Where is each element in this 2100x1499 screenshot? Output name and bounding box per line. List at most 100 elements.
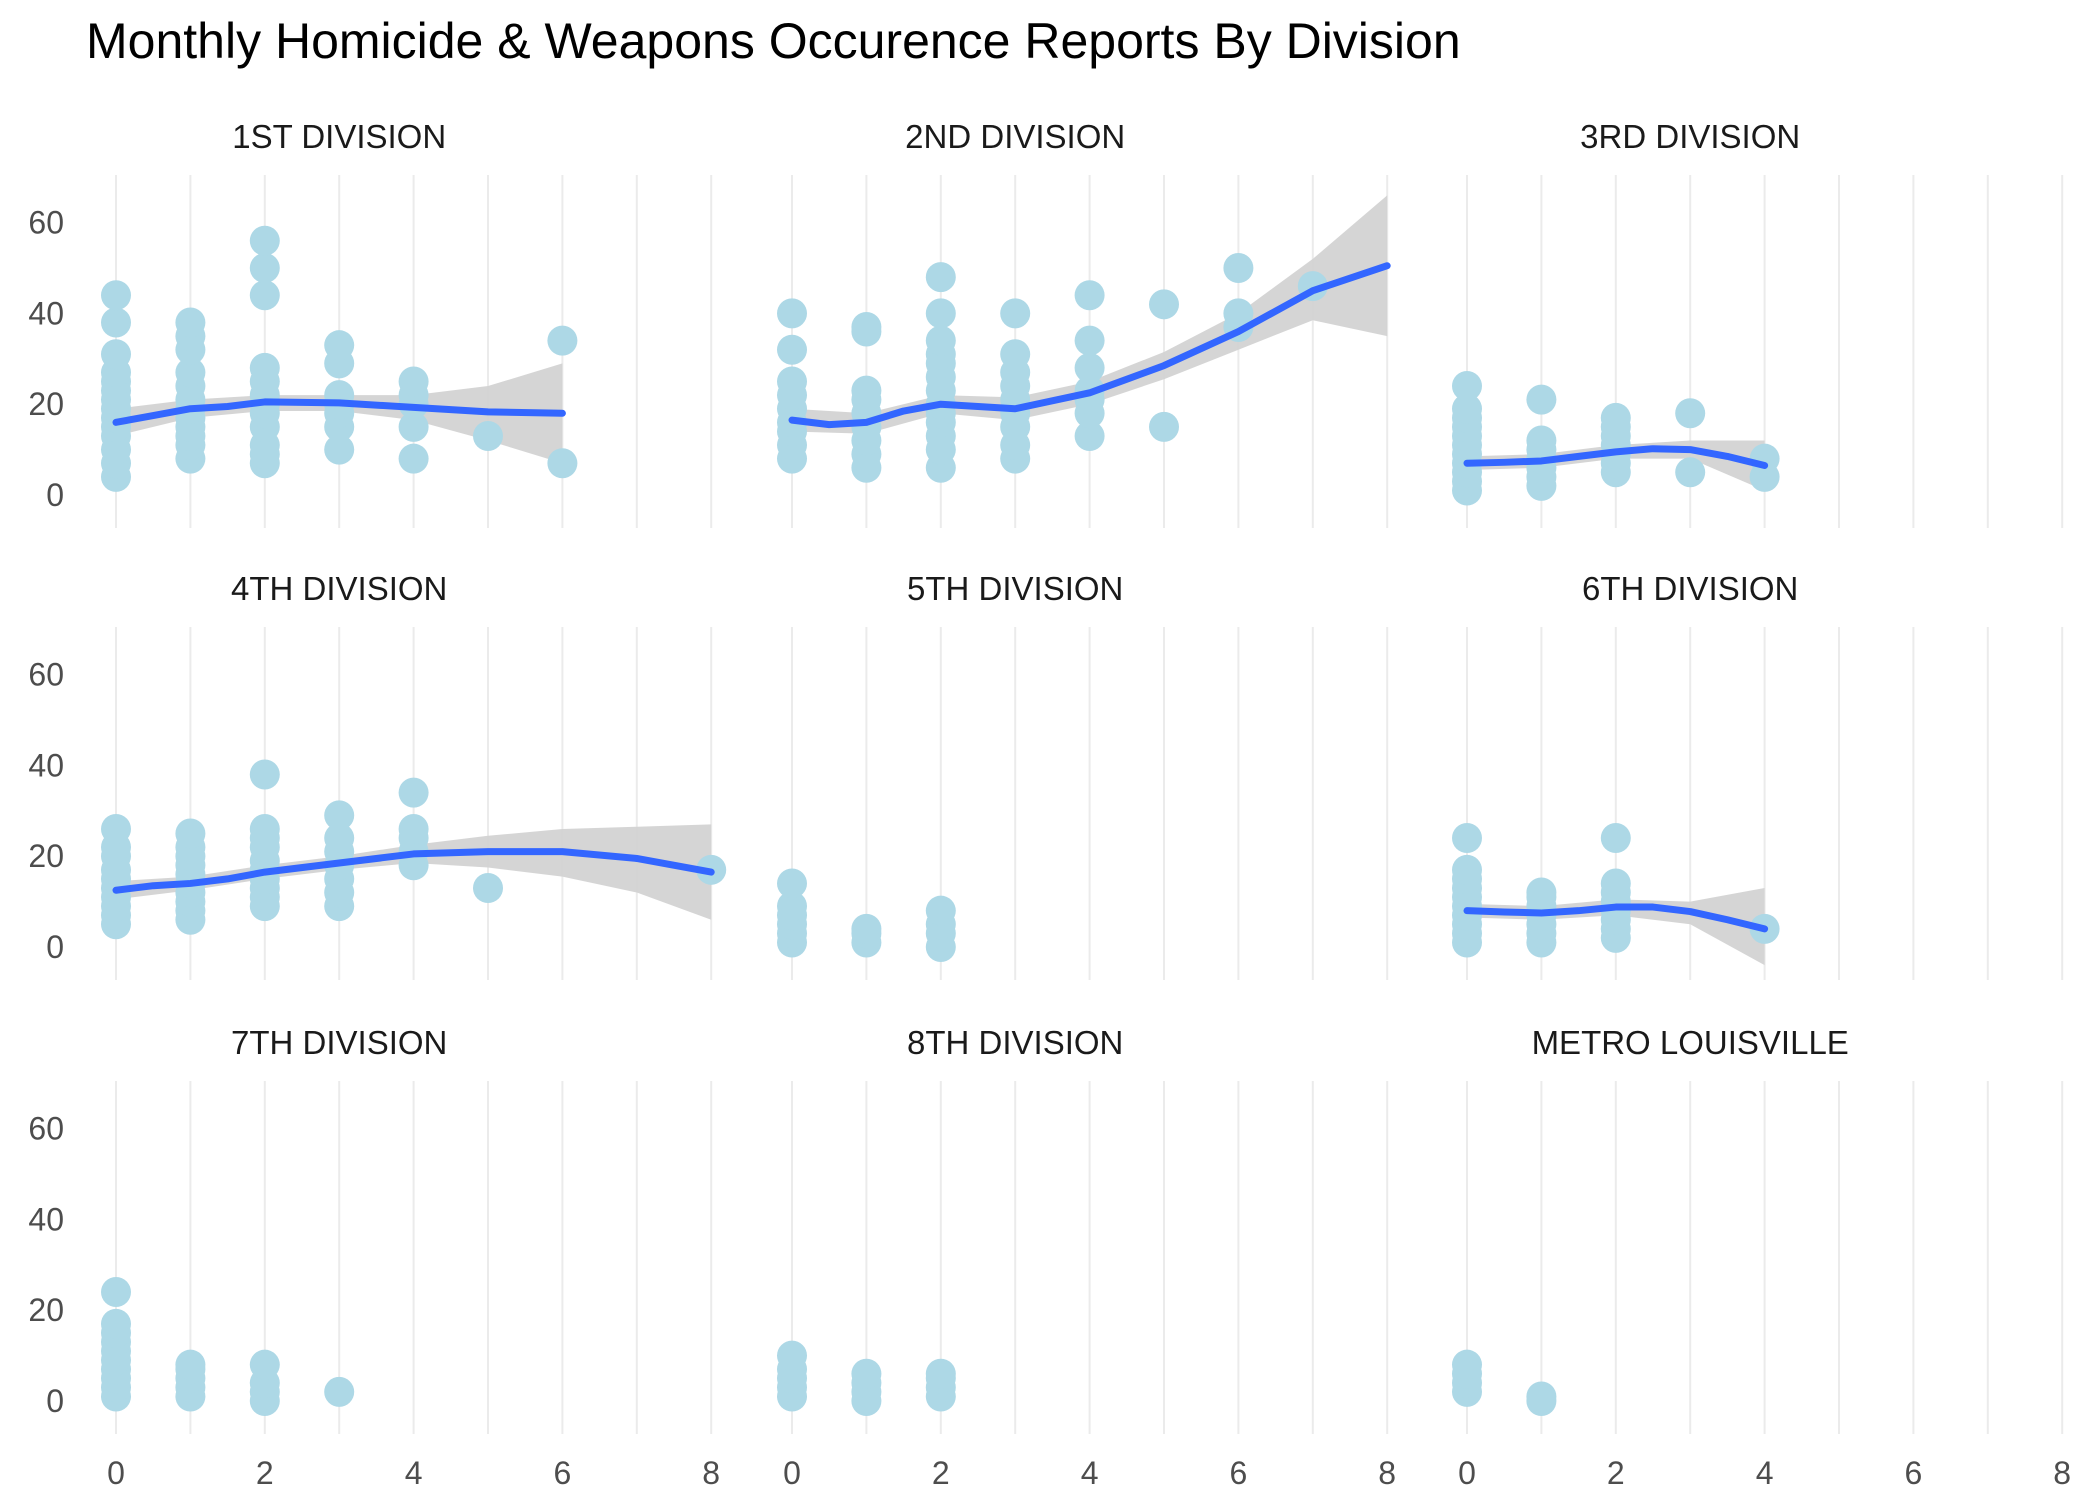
data-point xyxy=(777,868,807,899)
data-point xyxy=(547,448,578,479)
x-tick-label: 0 xyxy=(107,1455,125,1491)
panel-strip-label: 6TH DIVISION xyxy=(1582,570,1798,607)
data-point xyxy=(398,443,429,474)
data-point xyxy=(851,375,882,406)
data-point xyxy=(925,895,956,926)
x-tick-label: 8 xyxy=(1378,1455,1396,1491)
data-point xyxy=(1074,420,1105,451)
smooth-line xyxy=(788,262,1391,429)
y-tick-label: 60 xyxy=(28,657,64,693)
data-point xyxy=(1149,289,1179,320)
x-tick-label: 6 xyxy=(1905,1455,1923,1491)
data-point xyxy=(1600,868,1631,899)
data-point xyxy=(101,307,131,338)
x-tick-label: 0 xyxy=(1458,1455,1476,1491)
y-tick-label: 0 xyxy=(46,1383,64,1419)
y-tick-label: 20 xyxy=(28,1292,64,1328)
data-point xyxy=(398,411,429,442)
data-point xyxy=(1600,823,1631,854)
data-point xyxy=(1000,298,1031,329)
data-point xyxy=(249,280,280,311)
x-tick-label: 4 xyxy=(1081,1455,1099,1491)
y-tick-label: 20 xyxy=(28,386,64,422)
data-point xyxy=(249,352,280,383)
data-point xyxy=(473,872,503,903)
data-point xyxy=(175,1349,206,1380)
smooth-line xyxy=(112,848,715,894)
data-point xyxy=(1526,384,1557,415)
smooth-line xyxy=(1463,445,1769,469)
data-point xyxy=(1452,393,1482,424)
panel-strip-label: METRO LOUISVILLE xyxy=(1532,1024,1849,1061)
data-point xyxy=(851,1358,882,1389)
data-point xyxy=(249,759,280,790)
panel-strip-label: 1ST DIVISION xyxy=(232,118,446,155)
data-point xyxy=(1749,443,1780,474)
x-tick-label: 6 xyxy=(554,1455,572,1491)
data-point xyxy=(249,253,280,283)
data-point xyxy=(1526,1381,1557,1412)
data-point xyxy=(1452,1349,1482,1380)
data-point xyxy=(324,800,355,831)
data-point xyxy=(777,334,807,365)
data-point xyxy=(1452,371,1482,402)
data-point xyxy=(1526,425,1557,456)
y-tick-label: 40 xyxy=(28,747,64,783)
panel-strip-label: 4TH DIVISION xyxy=(231,570,447,607)
x-tick-label: 4 xyxy=(1756,1455,1774,1491)
data-point xyxy=(175,357,206,388)
data-point xyxy=(249,813,280,844)
smooth-line xyxy=(112,398,566,426)
chart-title: Monthly Homicide & Weapons Occurence Rep… xyxy=(86,13,1461,69)
panel-strip-label: 8TH DIVISION xyxy=(907,1024,1123,1061)
data-point xyxy=(398,366,429,397)
y-tick-label: 20 xyxy=(28,838,64,874)
data-point xyxy=(175,307,206,338)
data-point xyxy=(1074,325,1105,356)
x-tick-label: 4 xyxy=(405,1455,423,1491)
x-tick-label: 8 xyxy=(702,1455,720,1491)
data-point xyxy=(777,298,807,329)
data-point xyxy=(925,262,956,293)
data-point xyxy=(547,325,578,356)
data-point xyxy=(101,280,131,311)
data-point xyxy=(324,330,355,361)
data-point xyxy=(1600,402,1631,433)
panel-strip-label: 5TH DIVISION xyxy=(907,570,1123,607)
data-point xyxy=(101,1308,131,1339)
data-point xyxy=(101,339,131,370)
panel-strip-label: 2ND DIVISION xyxy=(905,118,1125,155)
data-point xyxy=(249,1349,280,1380)
x-tick-label: 2 xyxy=(256,1455,274,1491)
data-point xyxy=(101,813,131,844)
data-point xyxy=(324,1376,355,1407)
data-point xyxy=(1000,339,1031,370)
data-point xyxy=(324,823,355,854)
data-point xyxy=(1223,253,1254,283)
data-point xyxy=(101,1277,131,1308)
data-point xyxy=(175,818,206,849)
y-tick-label: 60 xyxy=(28,1111,64,1147)
data-point xyxy=(925,325,956,356)
data-point xyxy=(1149,411,1179,442)
data-point xyxy=(851,312,882,343)
y-tick-label: 60 xyxy=(28,205,64,241)
data-point xyxy=(777,891,807,922)
data-point xyxy=(1526,877,1557,908)
panel-strip-label: 7TH DIVISION xyxy=(231,1024,447,1061)
y-tick-label: 40 xyxy=(28,295,64,331)
data-point xyxy=(1074,280,1105,311)
data-point xyxy=(777,366,807,397)
x-tick-label: 8 xyxy=(2053,1455,2071,1491)
panel-strip-label: 3RD DIVISION xyxy=(1580,118,1800,155)
data-point xyxy=(1223,298,1254,329)
y-tick-label: 40 xyxy=(28,1201,64,1237)
data-point xyxy=(1452,823,1482,854)
data-point xyxy=(1675,398,1706,429)
x-tick-label: 2 xyxy=(1607,1455,1625,1491)
smooth-line xyxy=(1463,903,1769,933)
data-point xyxy=(1452,854,1482,885)
data-point xyxy=(1675,457,1706,488)
x-tick-label: 0 xyxy=(783,1455,801,1491)
